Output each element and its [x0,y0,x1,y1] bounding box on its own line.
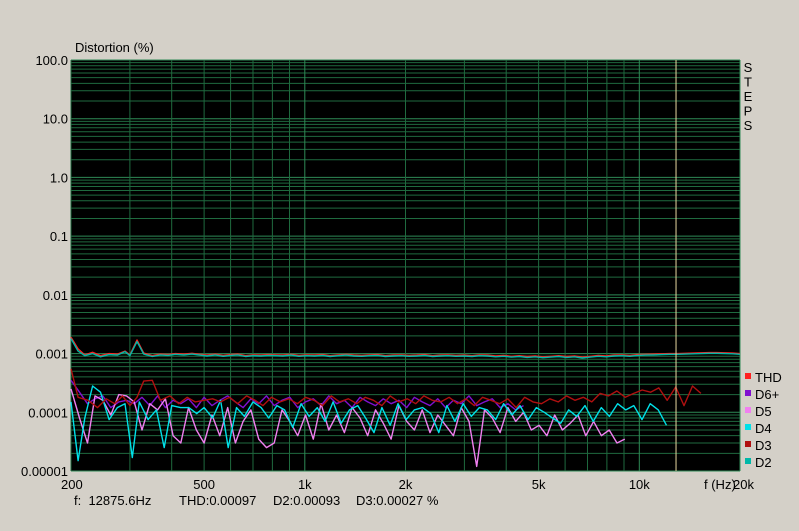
series-lines [70,336,741,468]
steps-letter: T [744,75,752,90]
status-bar: f: 12875.6Hz THD:0.00097 D2:0.00093 D3:0… [74,493,439,508]
legend-label: D5 [755,404,772,419]
legend-label: D3 [755,438,772,453]
status-d3: D3:0.00027 % [356,493,439,508]
y-tick-label: 0.1 [50,229,68,244]
status-thd: THD:0.00097 [179,493,256,508]
x-tick-label: 1k [298,477,312,492]
y-tick-label: 0.0001 [28,405,68,420]
x-tick-label: 500 [193,477,215,492]
x-axis-label: f (Hz) [704,477,736,492]
status-d2: D2:0.00093 [273,493,340,508]
x-tick-label: 2k [399,477,413,492]
series-line-d6-plus [70,379,524,411]
grid-lines [70,59,741,472]
y-tick-label: 1.0 [50,170,68,185]
series-line-thd [70,336,741,358]
x-tick-label: 20k [733,477,754,492]
x-tick-label: 200 [61,477,83,492]
series-line-d5 [70,388,626,468]
legend-label: D6+ [755,387,779,402]
steps-letter: S [744,118,753,133]
y-tick-label: 0.01 [43,288,68,303]
series-line-d4 [70,385,668,462]
y-tick-label: 0.001 [35,347,68,362]
steps-letter: P [744,104,753,119]
legend-swatch [745,373,751,379]
legend-label: D2 [755,455,772,470]
x-tick-label: 5k [532,477,546,492]
steps-letter: S [744,60,753,75]
series-line-d3 [70,368,702,409]
x-tick-label: 10k [629,477,650,492]
y-tick-label: 0.00001 [21,464,68,479]
legend-label: THD [755,370,782,385]
legend-swatch [745,441,751,447]
series-line-d2 [70,338,741,359]
y-tick-label: 100.0 [35,53,68,68]
legend-label: D4 [755,421,772,436]
legend-swatch [745,424,751,430]
legend: THD D6+ D5 D4 D3 D2 [745,370,782,470]
y-tick-labels: 100.0 10.0 1.0 0.1 0.01 0.001 0.0001 0.00001 [21,53,68,479]
legend-swatch [745,407,751,413]
y-axis-label: Distortion (%) [75,40,154,55]
legend-swatch [745,458,751,464]
steps-letter: E [744,89,753,104]
y-tick-label: 10.0 [43,112,68,127]
x-tick-labels: 200 500 1k 2k 5k 10k 20k [61,477,754,492]
status-frequency: f: 12875.6Hz [74,493,151,508]
legend-swatch [745,390,751,396]
